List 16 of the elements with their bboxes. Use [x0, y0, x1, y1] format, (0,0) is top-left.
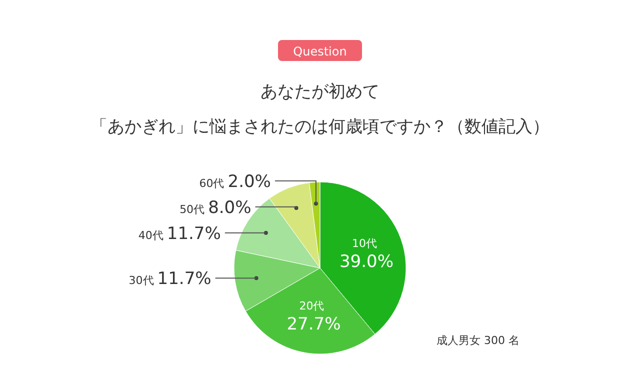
- text: 成人男女 300 名: [436, 334, 520, 347]
- data-label: 27.7%: [286, 314, 341, 335]
- badge: Question: [278, 40, 362, 61]
- data-label: 2.0%: [228, 172, 271, 192]
- slice-label: 30代: [128, 274, 158, 288]
- slice-label: 20代: [299, 300, 324, 313]
- data-label: 39.0%: [339, 252, 394, 272]
- slice-label: 60代: [199, 176, 228, 190]
- slice-label: 50代: [180, 202, 208, 216]
- chart-title: あなたが初めて: [260, 82, 380, 102]
- data-label: 11.7%: [157, 269, 212, 290]
- data-label: 8.0%: [208, 198, 252, 218]
- chart-subtitle: 「あかぎれ」に悩まされたのは何歳頃ですか？（数値記入）: [90, 117, 550, 137]
- slice-label: 40代: [138, 228, 167, 242]
- data-label: 11.7%: [166, 224, 221, 244]
- slice-label: 10代: [352, 236, 377, 250]
